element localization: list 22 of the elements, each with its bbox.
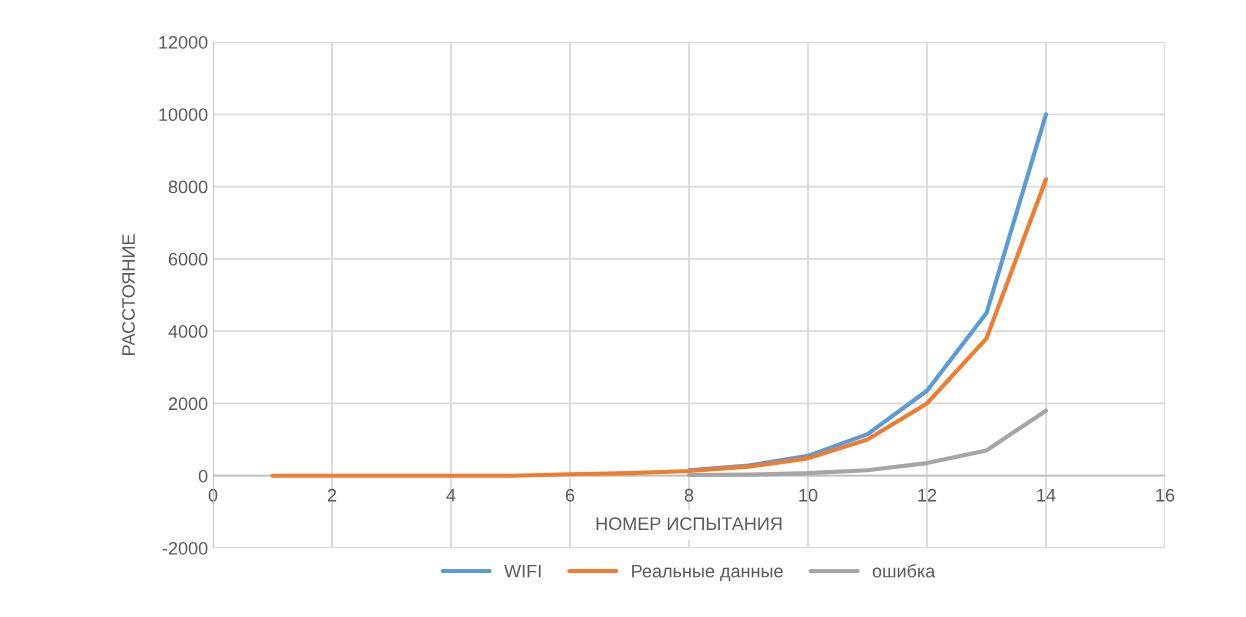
x-tick-label: 10 (799, 488, 818, 502)
x-tick-label: 4 (446, 489, 456, 502)
y-tick-label: 0 (198, 469, 208, 483)
legend-label: WIFI (504, 564, 541, 578)
x-tick-label: 16 (1156, 488, 1175, 502)
x-tick-label: 12 (918, 488, 937, 502)
y-tick-label: 12000 (159, 35, 208, 49)
x-tick-label: 2 (327, 488, 337, 502)
y-tick-label: -2000 (162, 541, 208, 555)
legend-label: ошибка (872, 564, 936, 578)
y-tick-label: 10000 (159, 108, 208, 122)
y-tick-label: 6000 (168, 252, 208, 266)
y-tick-label: 8000 (168, 180, 208, 194)
x-tick-label: 6 (565, 488, 575, 502)
y-tick-label: 4000 (168, 325, 208, 338)
y-tick-label: 2000 (168, 397, 208, 411)
y-axis-title: РАССТОЯНИЕ (122, 234, 135, 355)
x-axis-title: НОМЕР ИСПЫТАНИЯ (596, 517, 782, 531)
x-tick-label: 8 (684, 488, 694, 502)
x-tick-label: 14 (1037, 489, 1056, 502)
legend-label: Реальные данные (632, 564, 783, 581)
x-tick-label: 0 (208, 488, 218, 502)
